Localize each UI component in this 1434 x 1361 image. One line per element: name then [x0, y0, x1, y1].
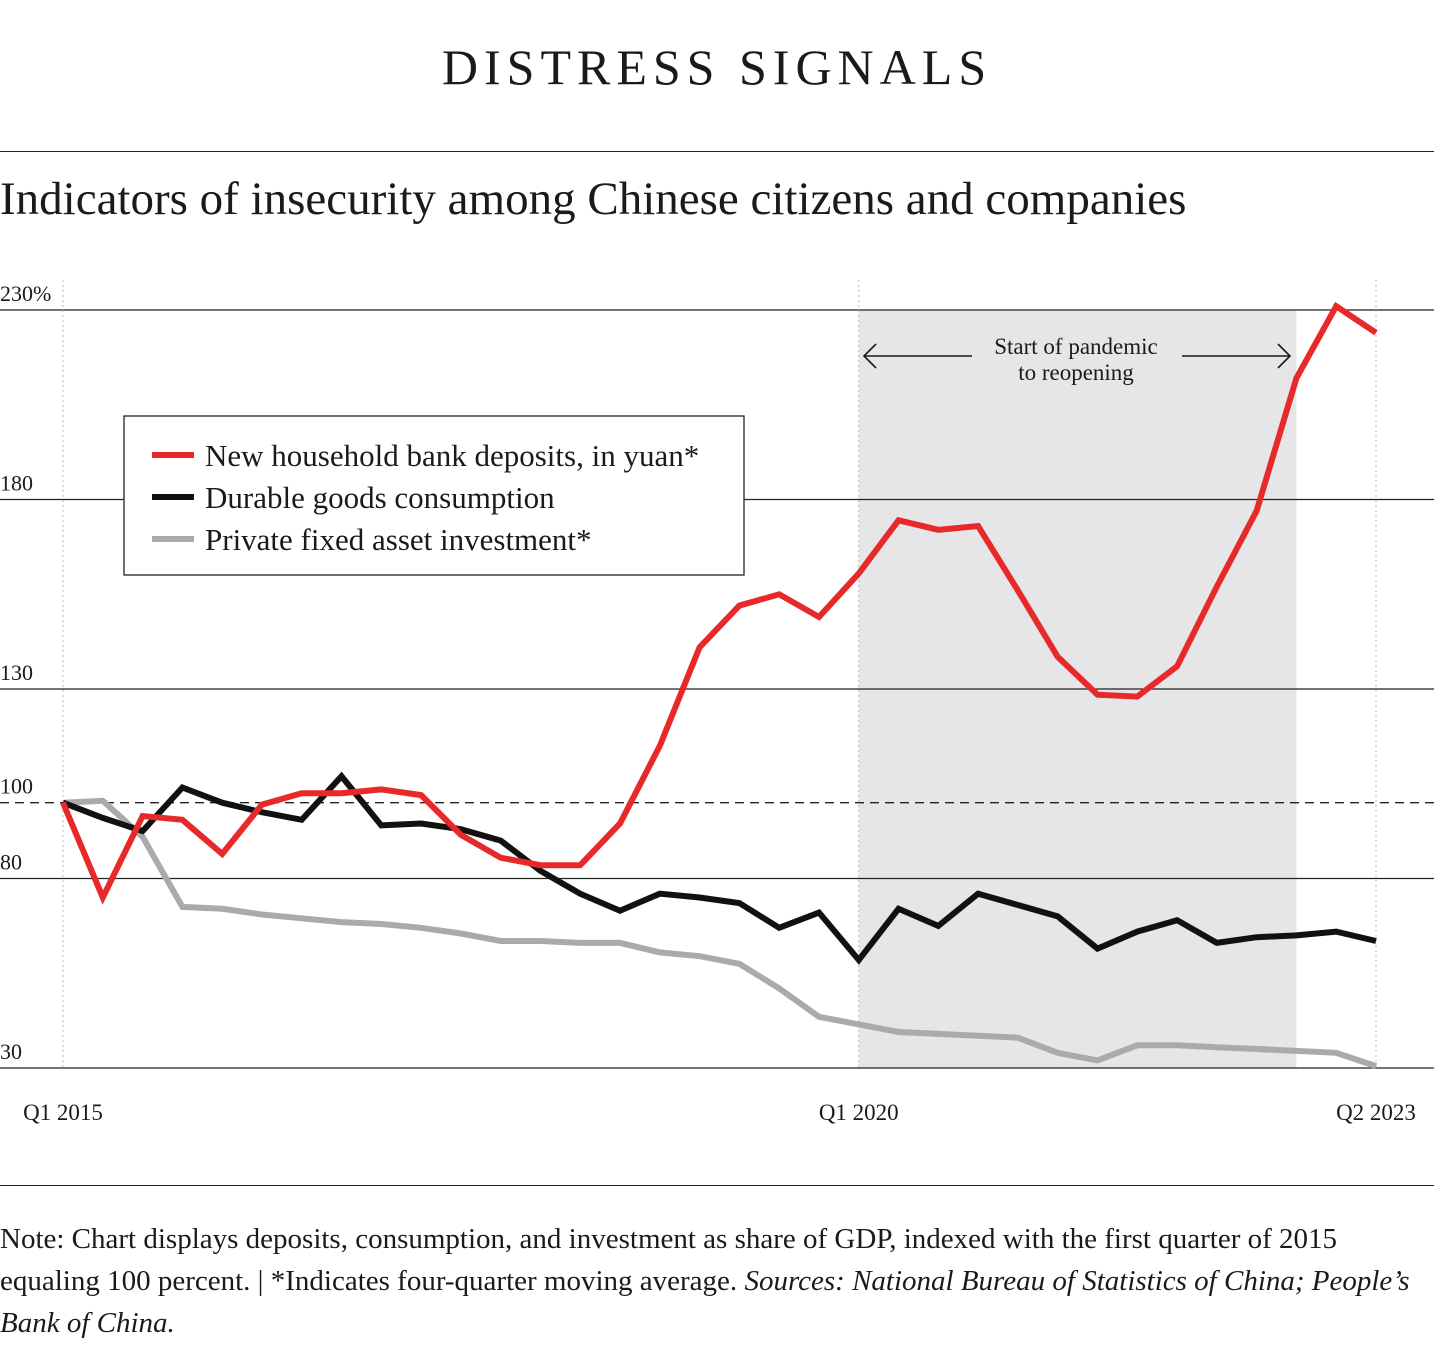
legend-label-durable-goods: Durable goods consumption — [205, 480, 555, 515]
x-tick-label: Q1 2020 — [819, 1100, 899, 1125]
chart-subtitle: Indicators of insecurity among Chinese c… — [0, 173, 1187, 225]
series-line-private-investment — [62, 797, 1377, 1069]
note-text: Note: Chart displays deposits, consumpti… — [0, 1223, 1338, 1297]
bottom-rule — [0, 1185, 1434, 1186]
pandemic-annotation-line2: to reopening — [1018, 360, 1134, 385]
series-line-deposits — [60, 301, 1378, 905]
arrow-left-icon — [862, 343, 972, 369]
y-tick-label: 100 — [0, 774, 33, 799]
legend-label-deposits: New household bank deposits, in yuan* — [205, 438, 699, 473]
legend: New household bank deposits, in yuan* Dur… — [123, 415, 745, 576]
chart-note: Note: Chart displays deposits, consumpti… — [0, 1218, 1434, 1344]
y-tick-label: 30 — [0, 1039, 22, 1064]
legend-label-private-investment: Private fixed asset investment* — [205, 522, 592, 557]
y-tick-label: 80 — [0, 850, 22, 875]
series-line-durable-goods — [61, 771, 1377, 965]
y-tick-label: 180 — [0, 471, 33, 496]
x-tick-label: Q1 2015 — [23, 1100, 103, 1125]
chart-kicker: DISTRESS SIGNALS — [441, 39, 993, 95]
y-tick-label: 130 — [0, 660, 33, 685]
x-tick-label: Q2 2023 — [1336, 1100, 1416, 1125]
line-chart: 230% 180 130 100 80 30 Start of pandemic to r… — [0, 280, 1434, 1125]
y-tick-label: 230% — [0, 281, 51, 306]
pandemic-annotation-line1: Start of pandemic — [994, 334, 1158, 359]
legend-box — [123, 415, 745, 576]
arrow-right-icon — [1182, 343, 1292, 369]
note-sources: Sources: National Bureau of Statistics o… — [0, 1265, 1410, 1339]
top-rule — [0, 151, 1434, 152]
